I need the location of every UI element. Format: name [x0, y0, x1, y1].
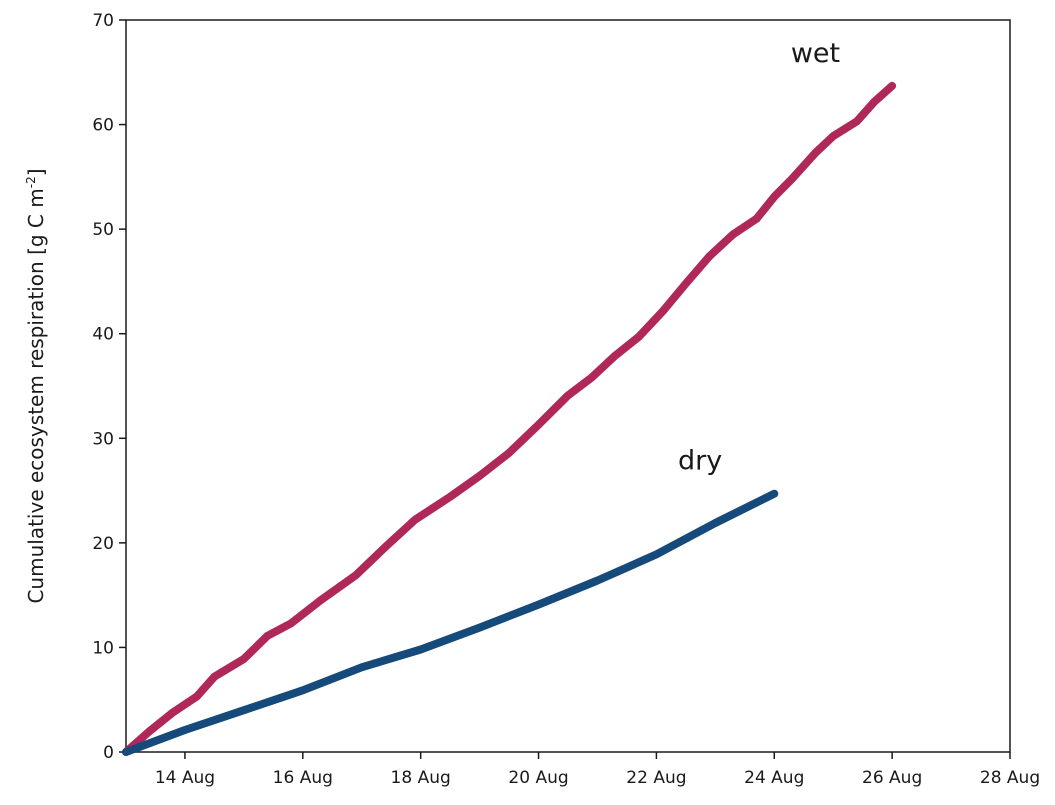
x-tick-label: 16 Aug	[273, 768, 333, 788]
y-tick-label: 10	[92, 638, 114, 658]
x-tick-label: 24 Aug	[744, 768, 804, 788]
x-tick-label: 28 Aug	[980, 768, 1040, 788]
y-axis-title-text: Cumulative ecosystem respiration [g C m	[24, 188, 48, 603]
y-tick-label: 50	[92, 220, 114, 240]
x-tick-label: 26 Aug	[862, 768, 922, 788]
series-label-wet: wet	[791, 38, 840, 69]
y-tick-label: 60	[92, 116, 114, 136]
y-axis: 0 10 20 30 40 50 60 70	[92, 11, 126, 763]
x-tick-label: 22 Aug	[626, 768, 686, 788]
y-tick-label: 20	[92, 534, 114, 554]
x-axis: 14 Aug 16 Aug 18 Aug 20 Aug 22 Aug 24 Aug 26 A…	[155, 752, 1040, 788]
y-tick-label: 70	[92, 11, 114, 31]
y-axis-title: Cumulative ecosystem respiration [g C m-…	[24, 168, 48, 603]
y-tick-label: 40	[92, 325, 114, 345]
y-axis-title-close: ]	[24, 168, 48, 176]
y-axis-title-exponent: -2	[24, 176, 38, 188]
series-label-layer: wet dry	[678, 38, 840, 477]
x-tick-label: 18 Aug	[391, 768, 451, 788]
series-line-wet	[122, 81, 897, 756]
x-tick-label: 14 Aug	[155, 768, 215, 788]
y-tick-label: 0	[103, 743, 114, 763]
plot-frame	[125, 19, 1011, 753]
series-line-dry	[122, 489, 779, 756]
series-label-dry: dry	[678, 446, 722, 477]
x-tick-label: 20 Aug	[508, 768, 568, 788]
y-tick-label: 30	[92, 429, 114, 449]
series-layer	[122, 81, 897, 756]
